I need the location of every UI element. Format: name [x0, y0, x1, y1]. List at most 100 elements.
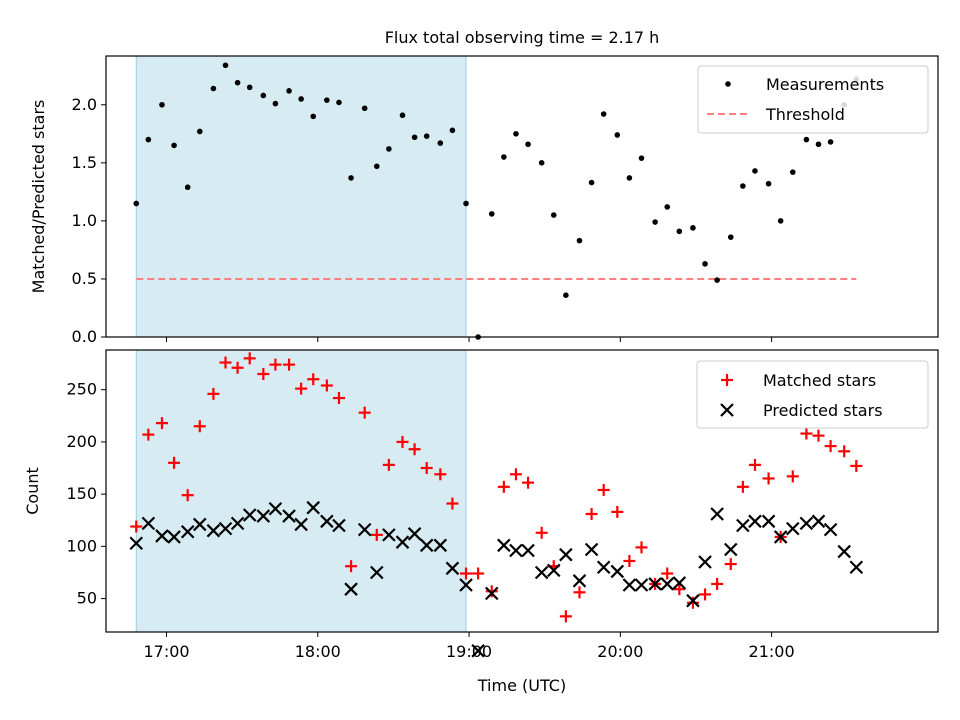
matched-stars-point: [573, 586, 586, 599]
count-y-axis-label: Count: [23, 467, 42, 515]
matched-stars-point: [370, 528, 383, 541]
matched-stars-point: [824, 440, 837, 453]
measurements-point: [423, 133, 430, 139]
predicted-stars-point: [698, 555, 712, 569]
measurements-point: [777, 218, 784, 224]
measurements-point: [145, 136, 152, 143]
matched-stars-point: [711, 577, 724, 590]
predicted-stars-point: [710, 507, 724, 521]
count-plot-frame: [105, 349, 939, 633]
measurements-point: [576, 237, 583, 244]
predicted-stars-point: [596, 560, 611, 575]
predicted-stars-point: [484, 586, 499, 601]
measurements-point: [550, 212, 557, 218]
measurements-point: [752, 168, 758, 174]
measurements-point: [815, 141, 822, 148]
matched-stars-point: [635, 541, 648, 554]
measurements-point: [827, 139, 834, 145]
measurements-point: [361, 105, 368, 112]
matched-stars-point: [219, 356, 232, 369]
predicted-stars-point: [167, 530, 181, 544]
predicted-stars-point: [471, 644, 485, 658]
measurements-point: [740, 183, 746, 189]
measurements-point: [411, 134, 418, 141]
measurements-point: [664, 204, 671, 210]
legend-predicted-label: Predicted stars: [763, 401, 883, 420]
measurements-point: [652, 219, 658, 225]
legend-matched-label: Matched stars: [763, 371, 876, 390]
y-tick-label: 1.5: [72, 153, 97, 172]
matched-stars-point: [434, 468, 447, 481]
y-tick-label: 0.5: [72, 269, 97, 288]
x-tick-label: 17:00: [143, 642, 189, 661]
measurements-point: [373, 163, 380, 170]
measurements-point: [803, 136, 810, 143]
count-legend: Matched stars Predicted stars: [696, 360, 929, 429]
measurements-point: [676, 228, 683, 235]
measurements-point: [600, 111, 607, 117]
predicted-stars-point: [622, 578, 637, 592]
matched-stars-point: [509, 468, 522, 481]
y-tick-label: 100: [66, 536, 97, 555]
predicted-stars-point: [282, 509, 296, 523]
predicted-stars-point: [572, 574, 587, 588]
matched-stars-point: [611, 505, 624, 518]
measurements-point: [789, 169, 796, 175]
matched-stars-point: [535, 526, 548, 539]
ratio-x-ticks: [166, 337, 773, 342]
matched-stars-point: [231, 361, 244, 374]
predicted-stars-point: [306, 500, 321, 515]
matched-stars-point: [295, 382, 308, 395]
legend-measurements-label: Measurements: [766, 75, 884, 94]
matched-stars-point: [736, 480, 749, 493]
measurements-point: [727, 234, 734, 240]
matched-stars-point: [786, 470, 799, 483]
matched-stars-point: [181, 489, 194, 502]
matched-stars-point: [207, 387, 220, 400]
predicted-stars-point: [811, 514, 826, 529]
matched-stars-point: [396, 435, 409, 448]
matched-stars-point: [850, 459, 863, 472]
legend-matched-marker: [721, 374, 733, 386]
predicted-stars-point: [218, 521, 233, 536]
matched-stars-point: [812, 429, 825, 442]
measurements-point: [133, 200, 140, 207]
predicted-stars-point: [357, 522, 372, 537]
matched-stars-point: [522, 476, 535, 489]
predicted-stars-point: [584, 542, 599, 557]
shaded-observing-span: [135, 55, 467, 338]
predicted-stars-point: [129, 536, 144, 551]
predicted-stars-point: [849, 560, 864, 575]
legend-threshold-label: Threshold: [765, 105, 845, 124]
predicted-stars-point: [141, 516, 156, 531]
predicted-stars-point: [320, 514, 334, 529]
measurements-point: [171, 142, 177, 149]
ratio-y-axis: 0.0 0.5 1.0 1.5 2.0: [72, 95, 106, 346]
predicted-stars-point: [748, 514, 762, 529]
matched-stars-point: [142, 428, 155, 441]
predicted-stars-point: [206, 523, 221, 538]
measurements-point: [702, 261, 708, 267]
legend-predicted-marker: [720, 403, 734, 417]
matched-stars-point: [345, 560, 358, 573]
measurements-point: [222, 62, 229, 69]
measurements-point: [272, 100, 279, 107]
y-tick-label: 1.0: [72, 211, 97, 230]
measurements-point: [449, 127, 456, 134]
measurements-point: [196, 128, 203, 135]
predicted-stars-point: [823, 522, 838, 537]
measurements-point: [626, 175, 633, 181]
predicted-stars-point: [256, 509, 271, 523]
predicted-stars-point: [180, 524, 195, 539]
matched-stars-point: [358, 406, 371, 419]
measurements-point: [246, 84, 253, 91]
x-tick-label: 21:00: [749, 642, 795, 661]
matched-stars-point: [838, 445, 851, 458]
predicted-stars-point: [370, 565, 384, 580]
predicted-stars-point: [648, 577, 662, 591]
predicted-stars-point: [686, 593, 700, 608]
y-tick-label: 50: [77, 589, 97, 608]
predicted-stars-point: [837, 544, 851, 559]
matched-stars-point: [243, 352, 256, 365]
